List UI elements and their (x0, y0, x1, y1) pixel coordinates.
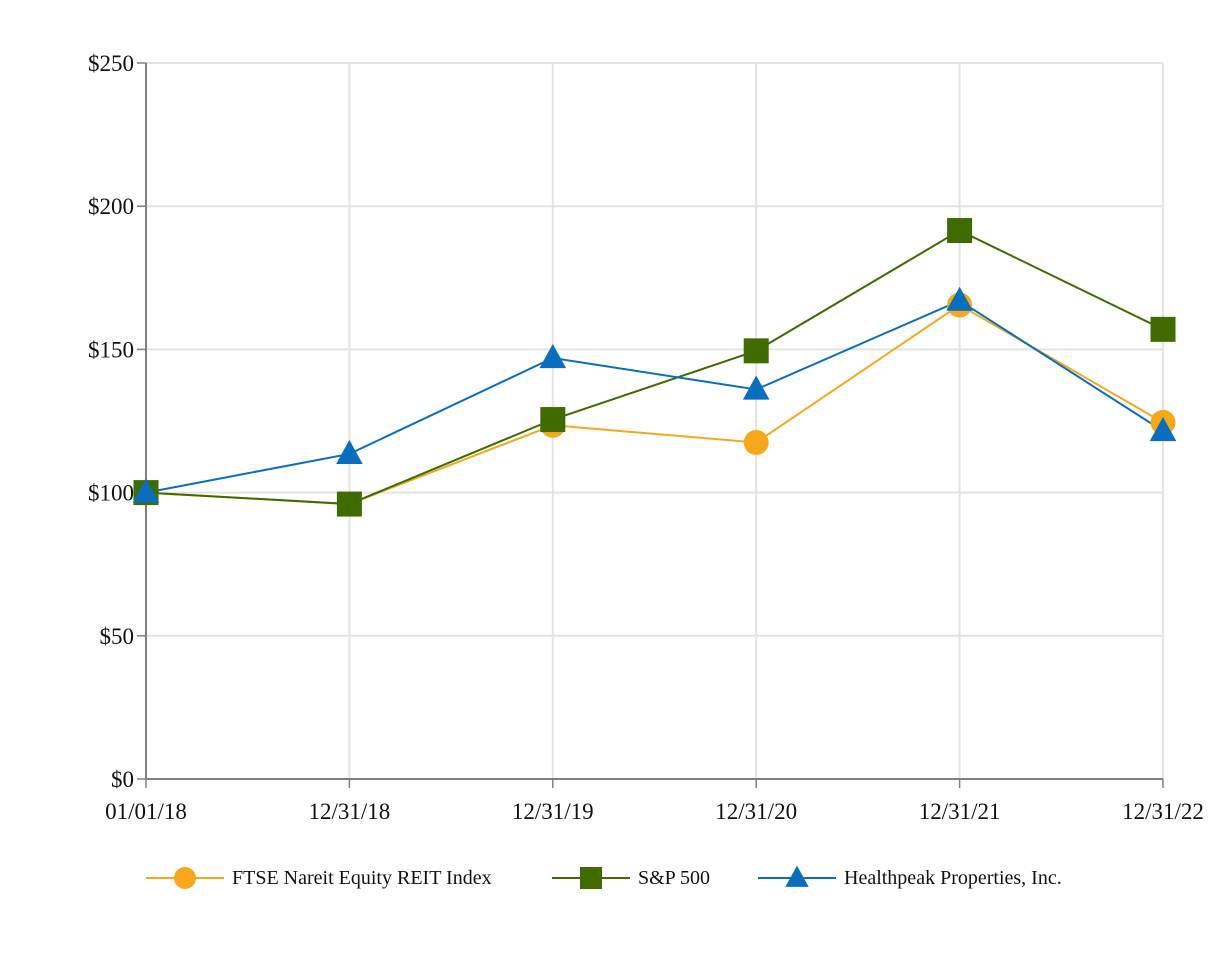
data-point-triangle (132, 478, 160, 503)
y-tick-label: $250 (88, 51, 134, 76)
axes (137, 62, 1164, 788)
data-point-triangle (742, 375, 770, 400)
series-lines (145, 229, 1164, 506)
gridlines (146, 62, 1164, 779)
data-point-square (947, 218, 973, 244)
x-tick-label: 12/31/21 (919, 799, 1001, 824)
data-point-square (1150, 316, 1176, 342)
series-markers (132, 218, 1177, 517)
data-point-triangle (539, 343, 567, 369)
series-line (145, 299, 1164, 494)
x-tick-label: 12/31/19 (512, 799, 594, 824)
x-tick-label: 01/01/18 (105, 799, 187, 824)
y-tick-label: $50 (100, 624, 135, 649)
legend-marker-triangle (785, 865, 809, 887)
legend-label: FTSE Nareit Equity REIT Index (232, 867, 492, 889)
data-point-triangle (946, 286, 973, 311)
y-tick-label: $100 (88, 481, 134, 506)
legend-marker-square (580, 867, 602, 889)
legend-marker-circle (174, 867, 196, 889)
series-line (145, 229, 1164, 506)
data-point-triangle (1149, 417, 1177, 442)
x-tick-label: 12/31/22 (1122, 799, 1204, 824)
legend-label: Healthpeak Properties, Inc. (844, 867, 1062, 889)
legend-label: S&P 500 (638, 867, 710, 889)
legend: FTSE Nareit Equity REIT Index S&P 500 Heal… (146, 865, 1062, 889)
tick-labels: $0 $50 $100 $150 $200 $250 01/01/18 12/31/18 12/… (88, 51, 1204, 824)
data-point-square (540, 407, 566, 433)
y-tick-label: $150 (88, 337, 134, 362)
data-point-circle (743, 429, 769, 455)
y-tick-label: $0 (111, 767, 134, 792)
series-line (145, 303, 1164, 506)
x-tick-label: 12/31/20 (715, 799, 797, 824)
data-point-square (336, 491, 362, 517)
data-point-square (743, 338, 769, 364)
x-tick-label: 12/31/18 (309, 799, 391, 824)
y-tick-label: $200 (88, 194, 134, 219)
data-point-triangle (336, 439, 363, 465)
